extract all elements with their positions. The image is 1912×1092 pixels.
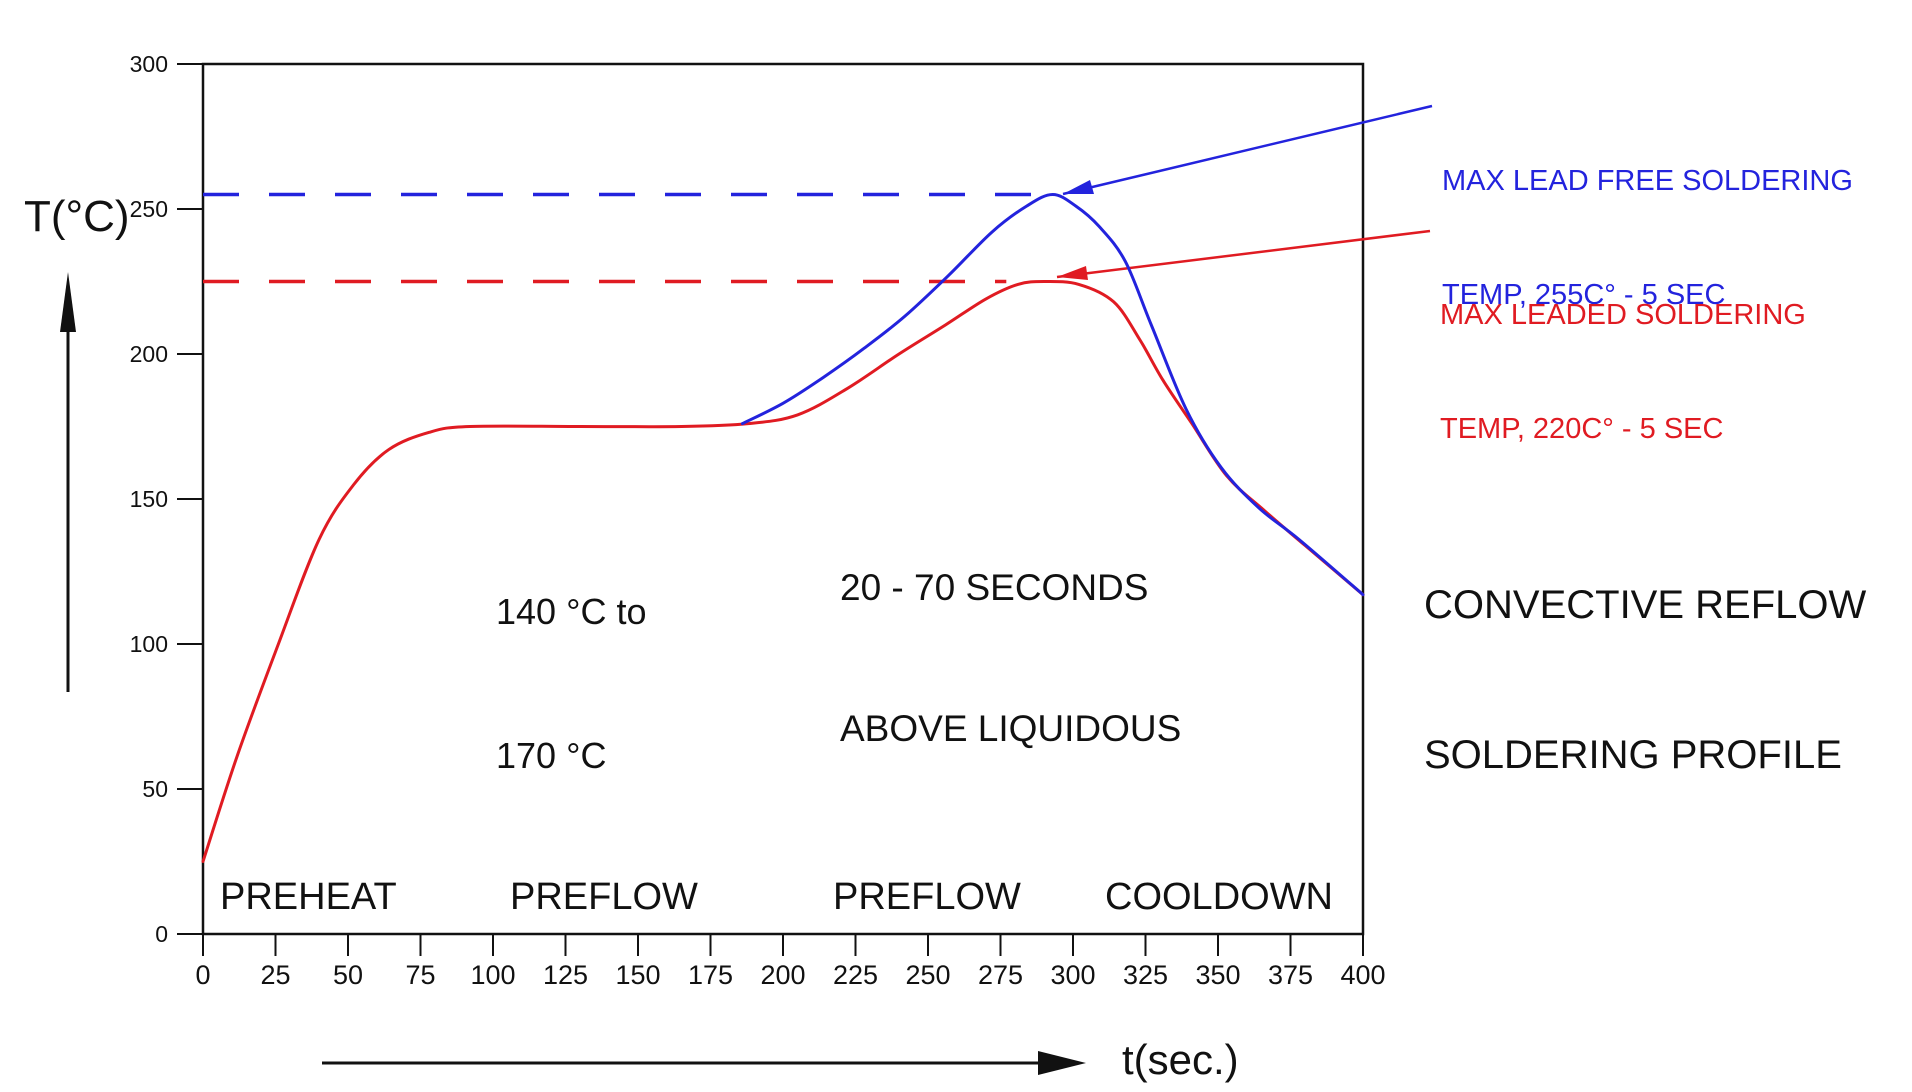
x-tick-label: 50 — [333, 960, 363, 990]
x-axis-title: t(sec.) — [1122, 1036, 1239, 1083]
x-tick-label: 75 — [405, 960, 435, 990]
lead-free-leader-line — [1062, 104, 1433, 196]
max-leaded-annotation: MAX LEADED SOLDERING TEMP, 220C° - 5 SEC — [1440, 220, 1806, 524]
liquidous-line2: ABOVE LIQUIDOUS — [840, 708, 1182, 749]
liquidous-line1: 20 - 70 SECONDS — [840, 567, 1149, 608]
x-tick-label: 400 — [1340, 960, 1385, 990]
x-tick-label: 150 — [615, 960, 660, 990]
soak-range-annotation: 140 °C to 170 °C — [496, 492, 647, 876]
x-axis-arrow-head-icon — [1038, 1051, 1086, 1075]
x-tick-label: 325 — [1123, 960, 1168, 990]
y-tick-label: 300 — [130, 51, 168, 77]
y-tick-label: 150 — [130, 486, 168, 512]
phase-label-cooldown: COOLDOWN — [1105, 876, 1333, 918]
x-tick-label: 25 — [260, 960, 290, 990]
x-tick-label: 350 — [1195, 960, 1240, 990]
x-tick-label: 225 — [833, 960, 878, 990]
x-tick-label: 375 — [1268, 960, 1313, 990]
leaded-leader-arrow-icon — [1057, 266, 1088, 280]
plot-frame — [201, 62, 1365, 936]
x-tick-label: 0 — [195, 960, 210, 990]
max-lead-free-line1: MAX LEAD FREE SOLDERING — [1442, 165, 1853, 197]
soak-range-line2: 170 °C — [496, 735, 607, 776]
y-axis-arrow-head-icon — [60, 272, 76, 332]
phase-label-preflow-1: PREFLOW — [510, 876, 698, 918]
x-tick-label: 250 — [905, 960, 950, 990]
x-tick-label: 200 — [760, 960, 805, 990]
x-tick-label: 300 — [1050, 960, 1095, 990]
y-tick-label: 0 — [155, 921, 168, 947]
chart-title-line1: CONVECTIVE REFLOW — [1424, 583, 1867, 627]
leaded-profile-curve — [201, 279, 1365, 863]
phase-label-preflow-2: PREFLOW — [833, 876, 1021, 918]
y-tick-label: 50 — [142, 776, 168, 802]
chart-title-line2: SOLDERING PROFILE — [1424, 733, 1842, 777]
y-tick-label: 250 — [130, 196, 168, 222]
y-tick-label: 100 — [130, 631, 168, 657]
lead-free-leader-arrow-icon — [1063, 180, 1094, 194]
x-tick-label: 100 — [470, 960, 515, 990]
phase-label-preheat: PREHEAT — [220, 876, 397, 918]
max-lead-free-line2: TEMP, 255C° - 5 SEC — [1442, 279, 1726, 311]
lead-free-profile-curve — [740, 193, 1365, 597]
chart-title: CONVECTIVE REFLOW SOLDERING PROFILE — [1424, 480, 1866, 880]
liquidous-annotation: 20 - 70 SECONDS ABOVE LIQUIDOUS — [840, 470, 1181, 846]
max-leaded-line1: MAX LEADED SOLDERING — [1440, 299, 1806, 331]
soak-range-line1: 140 °C to — [496, 591, 647, 632]
y-tick-label: 200 — [130, 341, 168, 367]
y-axis-title: T(°C) — [24, 192, 130, 241]
leaded-leader-line — [1056, 229, 1431, 279]
max-leaded-line2: TEMP, 220C° - 5 SEC — [1440, 413, 1724, 445]
max-lead-free-annotation: MAX LEAD FREE SOLDERING TEMP, 255C° - 5 … — [1442, 86, 1853, 390]
x-tick-label: 125 — [543, 960, 588, 990]
x-tick-label: 275 — [978, 960, 1023, 990]
x-tick-label: 175 — [688, 960, 733, 990]
